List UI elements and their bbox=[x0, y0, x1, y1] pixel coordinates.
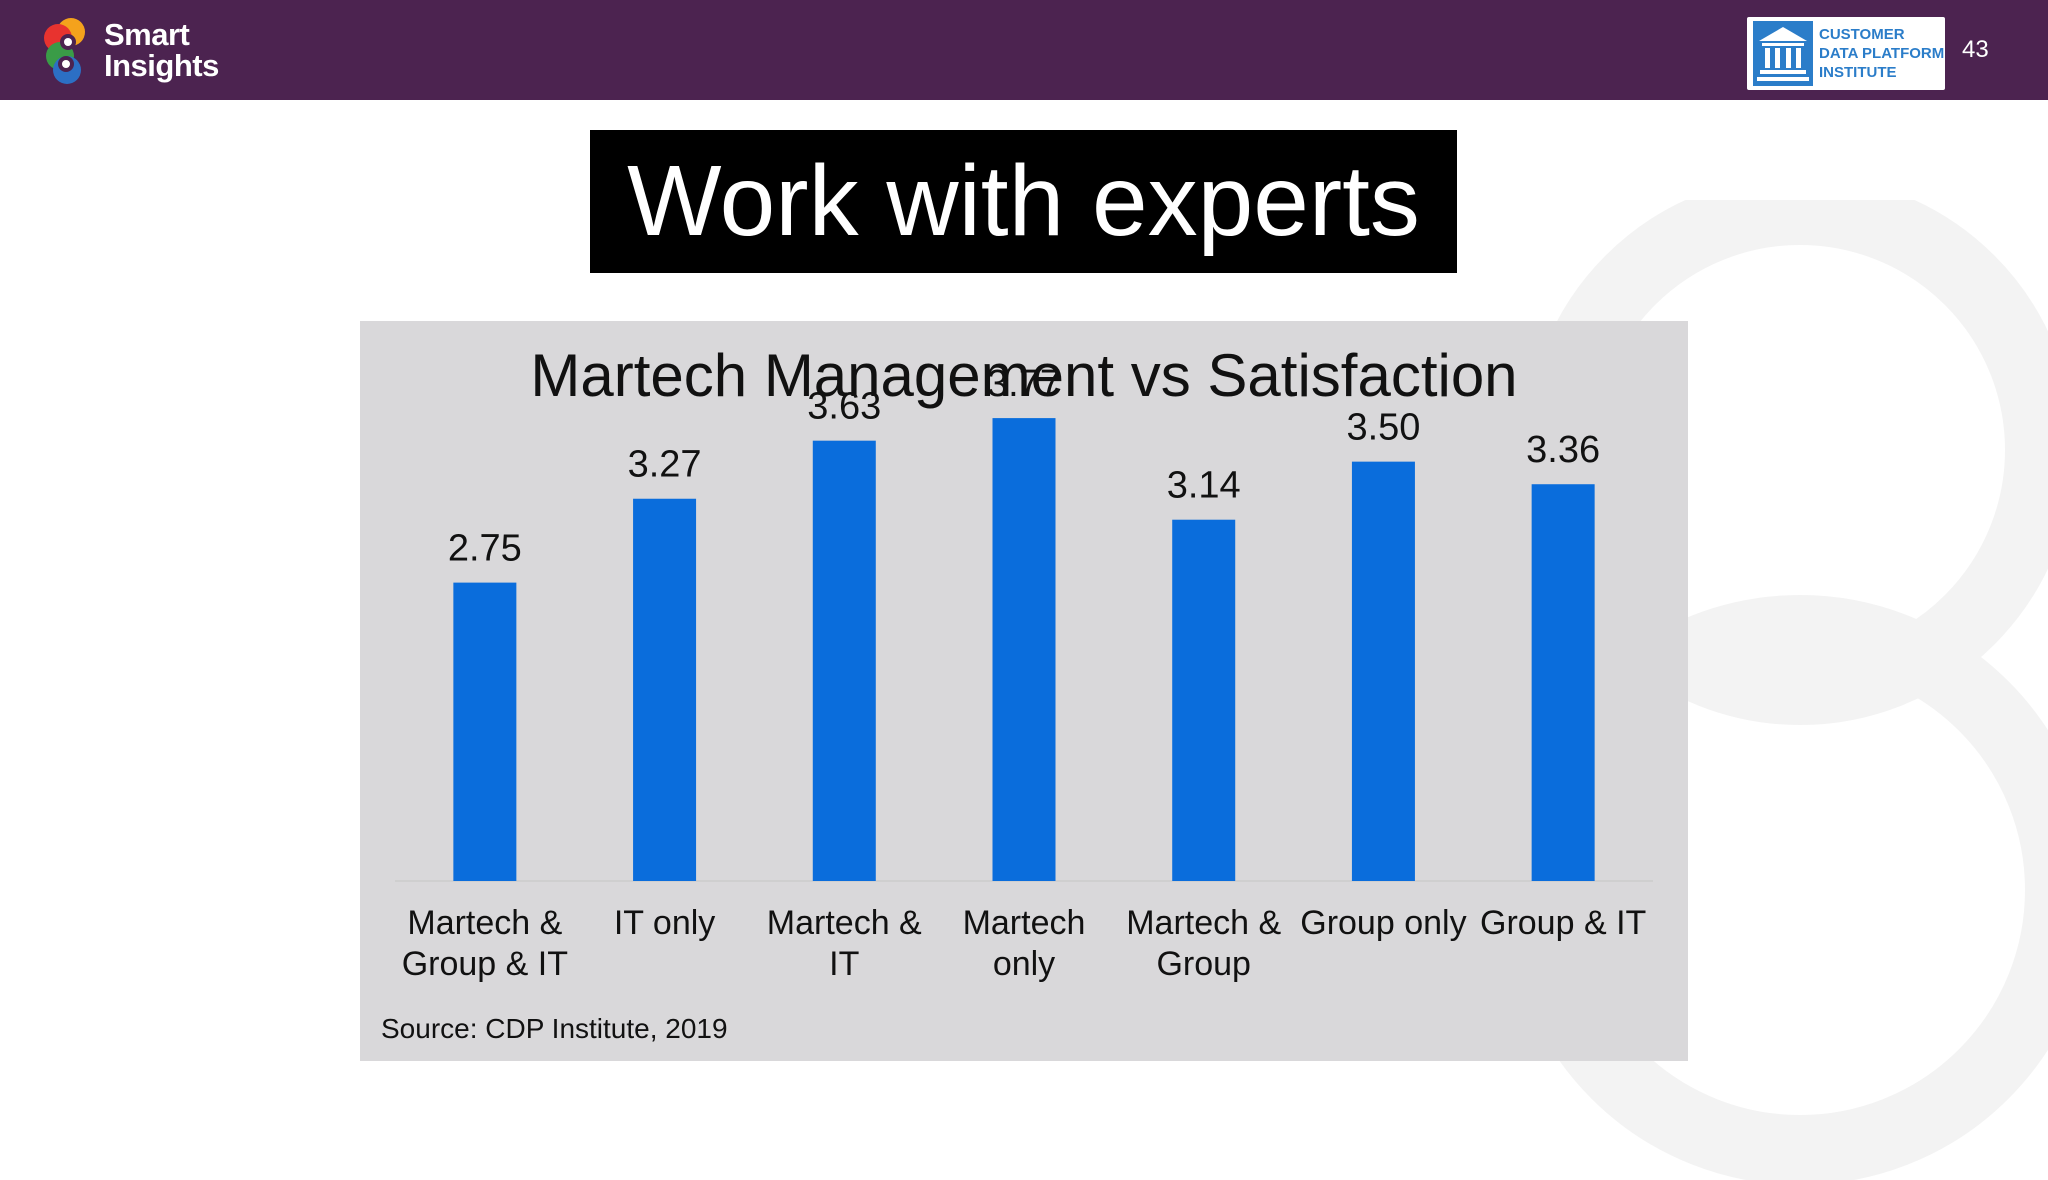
category-label-line: Martech & bbox=[1126, 904, 1281, 942]
partner-line1: CUSTOMER bbox=[1819, 26, 1905, 43]
category-label-5: Martech & Group bbox=[1126, 904, 1281, 983]
bar-1 bbox=[453, 582, 517, 881]
bar-value-label-1: 2.75 bbox=[448, 528, 522, 570]
bar-value-label-6: 3.50 bbox=[1346, 407, 1420, 449]
category-label-4: Martech only bbox=[963, 904, 1086, 983]
partner-line2: DATA PLATFORM bbox=[1819, 45, 1945, 62]
category-label-line: IT only bbox=[614, 904, 715, 942]
slide-title: Work with experts bbox=[590, 130, 1457, 273]
category-label-line: Martech bbox=[963, 904, 1086, 942]
category-label-line: only bbox=[993, 945, 1055, 983]
category-label-line: Group & IT bbox=[402, 945, 568, 983]
chart-panel: Martech Management vs Satisfaction 2.75 M… bbox=[360, 321, 1688, 1061]
cdp-institute-logo[interactable]: CUSTOMER DATA PLATFORM INSTITUTE bbox=[1747, 17, 1945, 90]
category-label-6: Group only bbox=[1300, 904, 1466, 942]
partner-line3: INSTITUTE bbox=[1819, 64, 1897, 81]
bar-value-label-7: 3.36 bbox=[1526, 429, 1600, 471]
category-label-line: Martech & bbox=[407, 904, 562, 942]
bar-2 bbox=[633, 498, 697, 881]
bar-7 bbox=[1531, 484, 1595, 881]
page-number: 43 bbox=[1962, 36, 1989, 63]
category-label-line: Martech & bbox=[767, 904, 922, 942]
bar-3 bbox=[812, 440, 876, 881]
brand-logo-icon bbox=[44, 18, 85, 84]
chart-title: Martech Management vs Satisfaction bbox=[530, 342, 1517, 409]
cdp-building-icon bbox=[1753, 21, 1813, 86]
category-label-line: IT bbox=[829, 945, 859, 983]
bar-6 bbox=[1351, 461, 1415, 881]
bar-value-label-2: 3.27 bbox=[628, 444, 702, 486]
category-label-1: Martech & Group & IT bbox=[402, 904, 568, 983]
category-label-3: Martech & IT bbox=[767, 904, 922, 983]
bar-chart: Martech Management vs Satisfaction 2.75 M… bbox=[395, 342, 1653, 983]
category-label-2: IT only bbox=[614, 904, 715, 942]
brand-name-line2: Insights bbox=[104, 48, 219, 83]
category-label-line: Group only bbox=[1300, 904, 1466, 942]
bar-value-label-4: 3.77 bbox=[987, 363, 1061, 405]
bar-5 bbox=[1172, 519, 1236, 881]
category-label-line: Group bbox=[1156, 945, 1251, 983]
bar-4 bbox=[992, 418, 1056, 881]
category-label-line: Group & IT bbox=[1480, 904, 1646, 942]
brand-name-line1: Smart bbox=[104, 17, 190, 52]
bar-value-label-3: 3.63 bbox=[807, 386, 881, 428]
bar-value-label-5: 3.14 bbox=[1167, 465, 1241, 507]
category-label-7: Group & IT bbox=[1480, 904, 1646, 942]
smart-insights-logo[interactable]: Smart Insights bbox=[40, 12, 219, 88]
header-bar: Smart Insights CUSTOMER DATA PLATFORM IN… bbox=[0, 0, 2048, 100]
chart-source: Source: CDP Institute, 2019 bbox=[381, 1013, 728, 1044]
